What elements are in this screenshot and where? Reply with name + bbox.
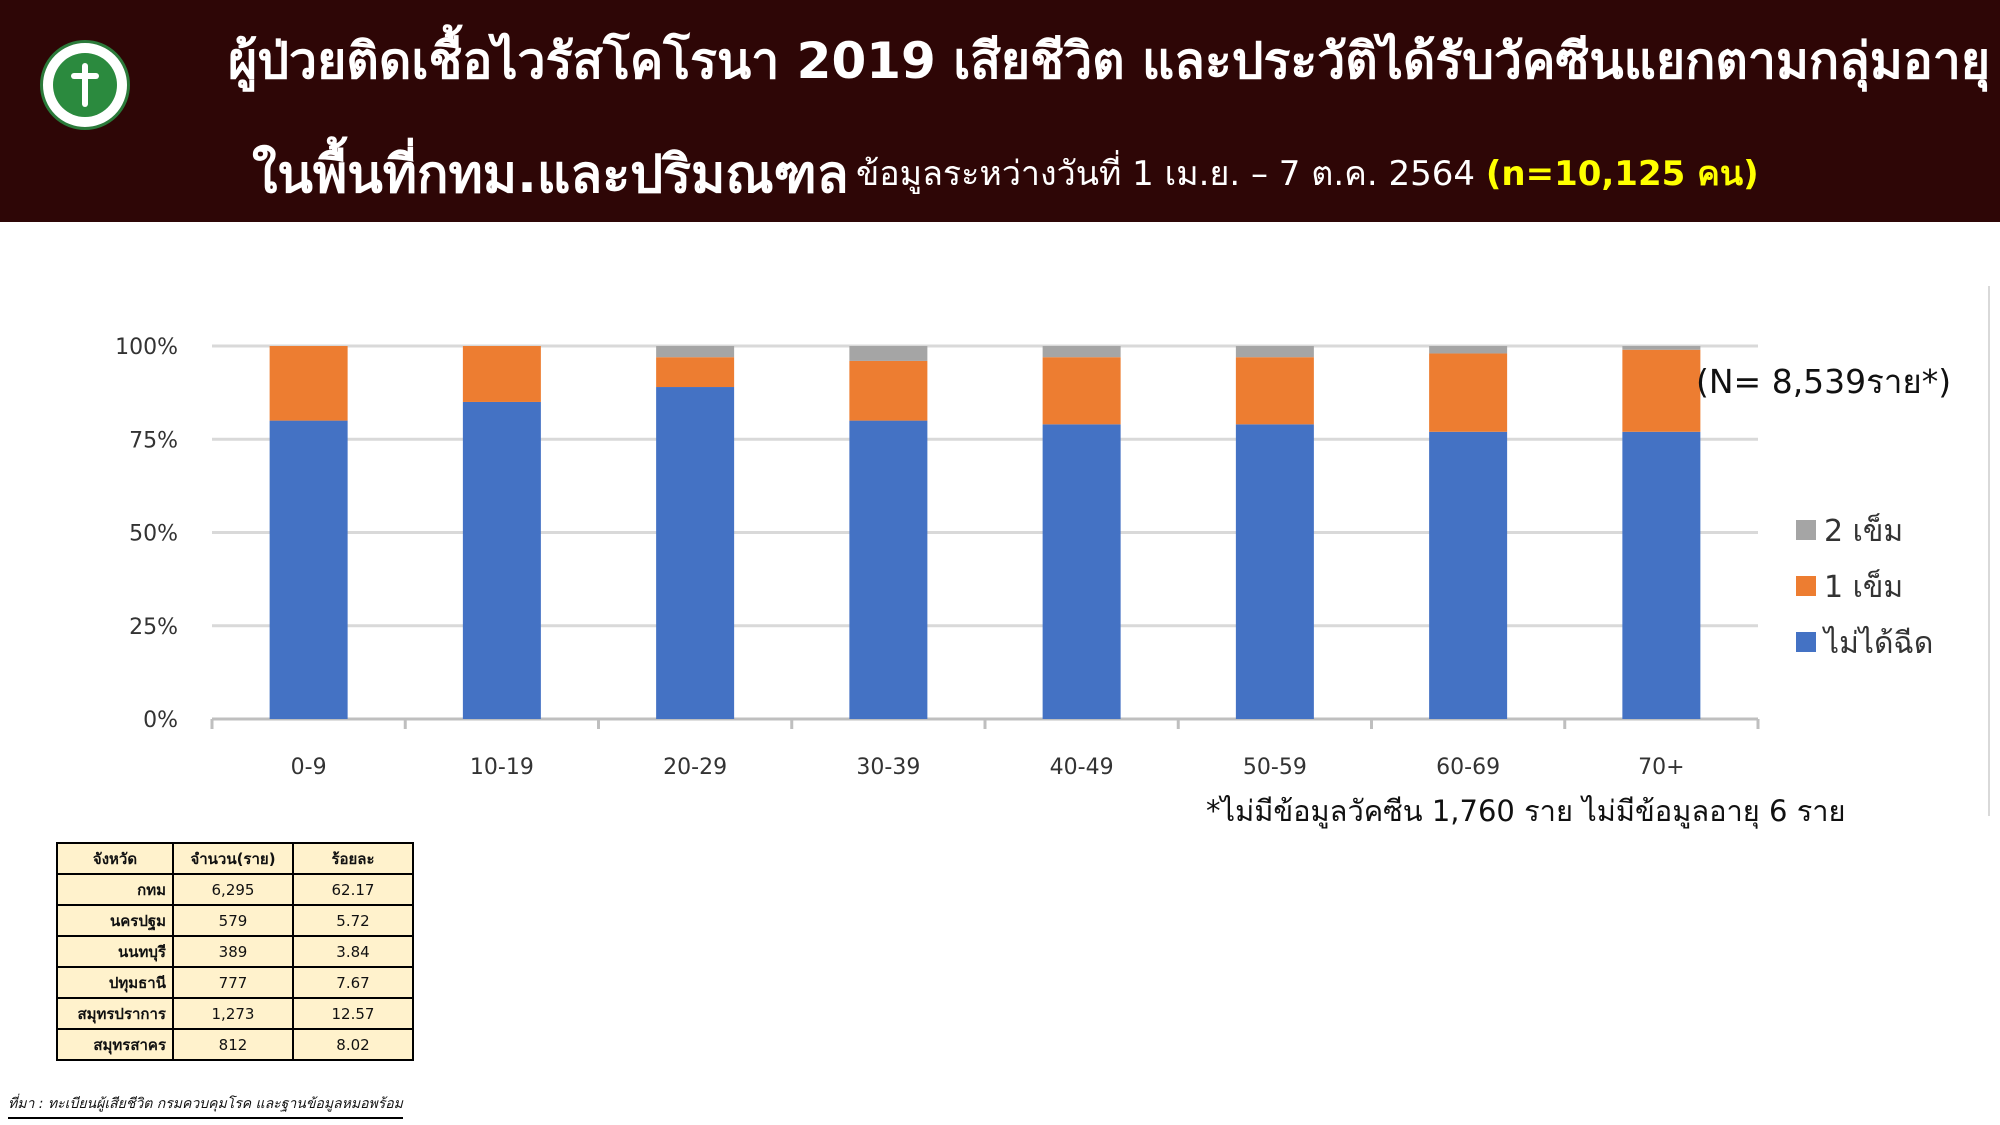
date-range-subtitle: ข้อมูลระหว่างวันที่ 1 เม.ย. – 7 ต.ค. 256… bbox=[856, 146, 1759, 200]
sample-size-text: (n=10,125 คน) bbox=[1485, 154, 1759, 194]
count-cell: 777 bbox=[172, 966, 294, 999]
bar-segment bbox=[1622, 346, 1701, 350]
y-tick-label: 50% bbox=[129, 522, 178, 547]
count-cell: 1,273 bbox=[172, 997, 294, 1030]
legend-label: 1 เข็ม bbox=[1824, 570, 1904, 605]
bar-segment bbox=[269, 420, 348, 719]
source-note: ที่มา : ทะเบียนผู้เสียชีวิต กรมควบคุมโรค… bbox=[8, 1093, 403, 1119]
legend-label: 2 เข็ม bbox=[1824, 514, 1904, 549]
table-header-row: จังหวัด จำนวน(ราย) ร้อยละ bbox=[56, 842, 414, 875]
bar-segment bbox=[1429, 353, 1508, 432]
table-row: สมุทรสาคร 812 8.02 bbox=[56, 1028, 414, 1061]
y-tick-label: 25% bbox=[129, 615, 178, 640]
province-cell: นครปฐม bbox=[56, 904, 174, 937]
chart-area: 0% 25% 50% 75% 100% 0-9 10-19 20-29 30-39 40-49 50… bbox=[0, 222, 2000, 820]
percent-cell: 5.72 bbox=[292, 904, 414, 937]
percent-cell: 62.17 bbox=[292, 873, 414, 906]
total-n-annotation: (N= 8,539ราย*) bbox=[1696, 362, 1952, 401]
x-tick-label: 30-39 bbox=[856, 755, 920, 780]
legend-swatch bbox=[1796, 520, 1816, 540]
bar-segment bbox=[462, 346, 541, 402]
stacked-bar-chart: 0% 25% 50% 75% 100% 0-9 10-19 20-29 30-39 40-49 50… bbox=[115, 335, 1760, 780]
bar-segment bbox=[1235, 424, 1314, 719]
bar-segment bbox=[462, 401, 541, 719]
table-row: นนทบุรี 389 3.84 bbox=[56, 935, 414, 968]
column-header: จำนวน(ราย) bbox=[172, 842, 294, 875]
percent-cell: 3.84 bbox=[292, 935, 414, 968]
count-cell: 579 bbox=[172, 904, 294, 937]
date-range-text: ข้อมูลระหว่างวันที่ 1 เม.ย. – 7 ต.ค. 256… bbox=[856, 154, 1476, 194]
x-tick-label: 70+ bbox=[1638, 755, 1684, 780]
table-row: นครปฐม 579 5.72 bbox=[56, 904, 414, 937]
x-tick-label: 60-69 bbox=[1436, 755, 1500, 780]
bar-segment bbox=[656, 346, 735, 358]
bar-segment bbox=[656, 387, 735, 719]
x-tick-label: 50-59 bbox=[1243, 755, 1307, 780]
bar-segment bbox=[269, 346, 348, 421]
table-row: กทม 6,295 62.17 bbox=[56, 873, 414, 906]
bar-segment bbox=[849, 360, 928, 421]
count-cell: 6,295 bbox=[172, 873, 294, 906]
bar-segment bbox=[849, 346, 928, 361]
bar-segment bbox=[1042, 424, 1121, 719]
province-table: จังหวัด จำนวน(ราย) ร้อยละ กทม 6,295 62.1… bbox=[56, 842, 414, 1061]
page-title: ผู้ป่วยติดเชื้อไวรัสโคโรนา 2019 เสียชีวิ… bbox=[228, 32, 1991, 90]
province-cell: สมุทรปราการ bbox=[56, 997, 174, 1030]
x-tick-label: 20-29 bbox=[663, 755, 727, 780]
chart-footnote: *ไม่มีข้อมูลวัคซีน 1,760 ราย ไม่มีข้อมูล… bbox=[1206, 794, 1846, 828]
bar-segment bbox=[1235, 346, 1314, 358]
legend-label: ไม่ได้ฉีด bbox=[1824, 626, 1934, 661]
x-tick-label: 10-19 bbox=[470, 755, 534, 780]
bar-segment bbox=[1042, 346, 1121, 358]
bar-segment bbox=[1429, 346, 1508, 354]
table-row: สมุทรปราการ 1,273 12.57 bbox=[56, 997, 414, 1030]
bar-segment bbox=[1622, 349, 1701, 432]
bar-segment bbox=[1622, 431, 1701, 719]
column-header: จังหวัด bbox=[56, 842, 174, 875]
bar-segment bbox=[1429, 431, 1508, 719]
header-banner: ผู้ป่วยติดเชื้อไวรัสโคโรนา 2019 เสียชีวิ… bbox=[0, 0, 2000, 222]
y-tick-label: 75% bbox=[129, 428, 178, 453]
province-cell: นนทบุรี bbox=[56, 935, 174, 968]
bar-segment bbox=[849, 420, 928, 719]
y-tick-label: 100% bbox=[115, 335, 178, 360]
legend-swatch bbox=[1796, 632, 1816, 652]
percent-cell: 7.67 bbox=[292, 966, 414, 999]
province-cell: ปทุมธานี bbox=[56, 966, 174, 999]
caduceus-icon bbox=[53, 53, 117, 117]
province-cell: สมุทรสาคร bbox=[56, 1028, 174, 1061]
ministry-logo-icon bbox=[40, 40, 130, 130]
column-header: ร้อยละ bbox=[292, 842, 414, 875]
y-tick-label: 0% bbox=[143, 708, 178, 733]
percent-cell: 8.02 bbox=[292, 1028, 414, 1061]
province-cell: กทม bbox=[56, 873, 174, 906]
page-title-line2: ในพื้นที่กทม.และปริมณฑล bbox=[252, 145, 849, 205]
x-tick-label: 0-9 bbox=[291, 755, 327, 780]
bar-segment bbox=[1042, 357, 1121, 425]
count-cell: 389 bbox=[172, 935, 294, 968]
bar-segment bbox=[656, 357, 735, 388]
percent-cell: 12.57 bbox=[292, 997, 414, 1030]
table-row: ปทุมธานี 777 7.67 bbox=[56, 966, 414, 999]
legend-swatch bbox=[1796, 576, 1816, 596]
bar-segment bbox=[1235, 357, 1314, 425]
x-tick-label: 40-49 bbox=[1050, 755, 1114, 780]
count-cell: 812 bbox=[172, 1028, 294, 1061]
